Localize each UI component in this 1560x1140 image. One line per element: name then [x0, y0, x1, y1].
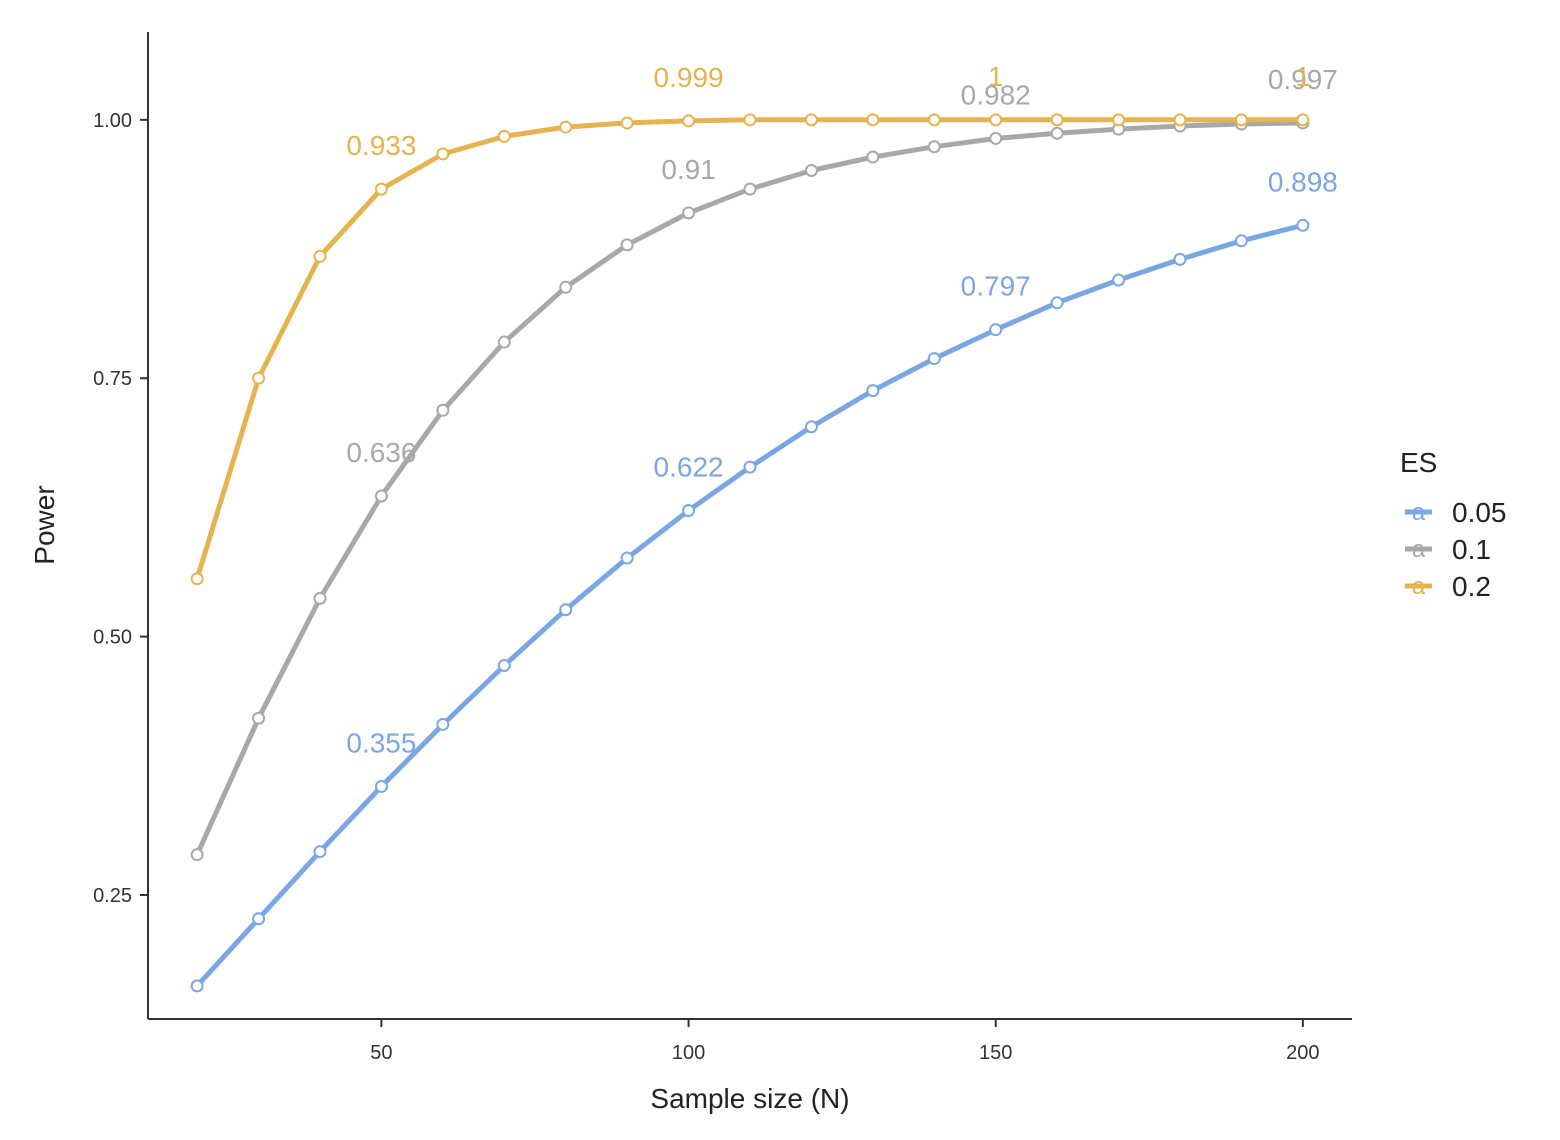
data-point	[682, 504, 696, 518]
data-label: 1	[988, 61, 1004, 92]
data-point	[620, 116, 634, 130]
data-point	[1173, 252, 1187, 266]
legend-key-glyph: a	[1412, 573, 1426, 600]
data-point	[1173, 113, 1187, 127]
y-tick-label: 0.50	[93, 627, 132, 649]
data-point	[313, 249, 327, 263]
data-point	[559, 603, 573, 617]
data-label: 0.355	[346, 727, 416, 758]
data-label: 0.91	[661, 154, 716, 185]
legend: ES a 0.05 a 0.1 a 0.2	[1400, 447, 1507, 602]
data-point	[436, 403, 450, 417]
data-point	[989, 323, 1003, 337]
data-point	[927, 352, 941, 366]
data-point	[313, 845, 327, 859]
data-point	[497, 129, 511, 143]
data-point	[866, 113, 880, 127]
data-point	[559, 120, 573, 134]
data-point	[252, 371, 266, 385]
data-point	[190, 848, 204, 862]
data-label: 0.797	[961, 271, 1031, 302]
legend-label: 0.05	[1452, 497, 1507, 528]
y-tick-label: 0.25	[93, 885, 132, 907]
plot-area	[190, 113, 1310, 993]
data-point	[1050, 126, 1064, 140]
legend-label: 0.1	[1452, 534, 1491, 565]
data-label: 1	[1295, 61, 1311, 92]
legend-item: a 0.2	[1405, 571, 1491, 602]
data-point	[743, 460, 757, 474]
data-point	[804, 163, 818, 177]
data-point	[1234, 234, 1248, 248]
series-0.05	[190, 218, 1310, 993]
data-point	[1050, 296, 1064, 310]
data-point	[374, 182, 388, 196]
data-label: 0.636	[346, 437, 416, 468]
data-point	[559, 280, 573, 294]
data-label: 0.997	[1268, 64, 1338, 95]
data-point	[374, 779, 388, 793]
x-tick-label: 200	[1286, 1042, 1319, 1064]
data-point	[682, 114, 696, 128]
data-point	[743, 113, 757, 127]
legend-title: ES	[1400, 447, 1437, 478]
data-point	[497, 335, 511, 349]
data-label: 0.622	[654, 452, 724, 483]
data-point	[1296, 218, 1310, 232]
data-label: 0.898	[1268, 166, 1338, 197]
data-point	[866, 150, 880, 164]
axes: 50 100 150 200 0.25 0.50 0.75 1.00	[93, 32, 1352, 1064]
data-point	[1050, 113, 1064, 127]
x-tick-label: 100	[672, 1042, 705, 1064]
data-point	[497, 659, 511, 673]
data-point	[1234, 113, 1248, 127]
data-point	[620, 238, 634, 252]
data-label: 0.982	[961, 79, 1031, 110]
data-labels: 0.355 0.622 0.797 0.898 0.636 0.91 0.982 0.997 0…	[346, 61, 1338, 759]
data-point	[927, 113, 941, 127]
data-point	[1112, 113, 1126, 127]
series-0.1	[190, 116, 1310, 862]
data-point	[436, 717, 450, 731]
x-tick-label: 150	[979, 1042, 1012, 1064]
legend-label: 0.2	[1452, 571, 1491, 602]
data-point	[1112, 273, 1126, 287]
data-point	[252, 711, 266, 725]
data-point	[190, 979, 204, 993]
data-point	[252, 912, 266, 926]
data-label: 0.933	[346, 130, 416, 161]
data-point	[804, 420, 818, 434]
data-point	[1296, 113, 1310, 127]
legend-key-glyph: a	[1412, 536, 1426, 563]
data-point	[927, 140, 941, 154]
y-tick-label: 1.00	[93, 110, 132, 132]
data-point	[989, 131, 1003, 145]
y-axis-title: Power	[29, 485, 60, 564]
series-line	[194, 222, 1306, 989]
data-point	[866, 384, 880, 398]
data-point	[190, 572, 204, 586]
data-point	[743, 182, 757, 196]
legend-item: a 0.1	[1405, 534, 1491, 565]
y-tick-label: 0.75	[93, 368, 132, 390]
data-point	[804, 113, 818, 127]
data-point	[313, 591, 327, 605]
data-point	[989, 113, 1003, 127]
data-point	[374, 489, 388, 503]
data-point	[620, 551, 634, 565]
data-label: 0.999	[654, 62, 724, 93]
legend-item: a 0.05	[1405, 497, 1507, 528]
series-0.2	[190, 113, 1310, 586]
x-axis-title: Sample size (N)	[650, 1083, 849, 1114]
data-point	[682, 206, 696, 220]
legend-key-glyph: a	[1412, 499, 1426, 526]
data-point	[436, 147, 450, 161]
x-tick-label: 50	[370, 1042, 392, 1064]
